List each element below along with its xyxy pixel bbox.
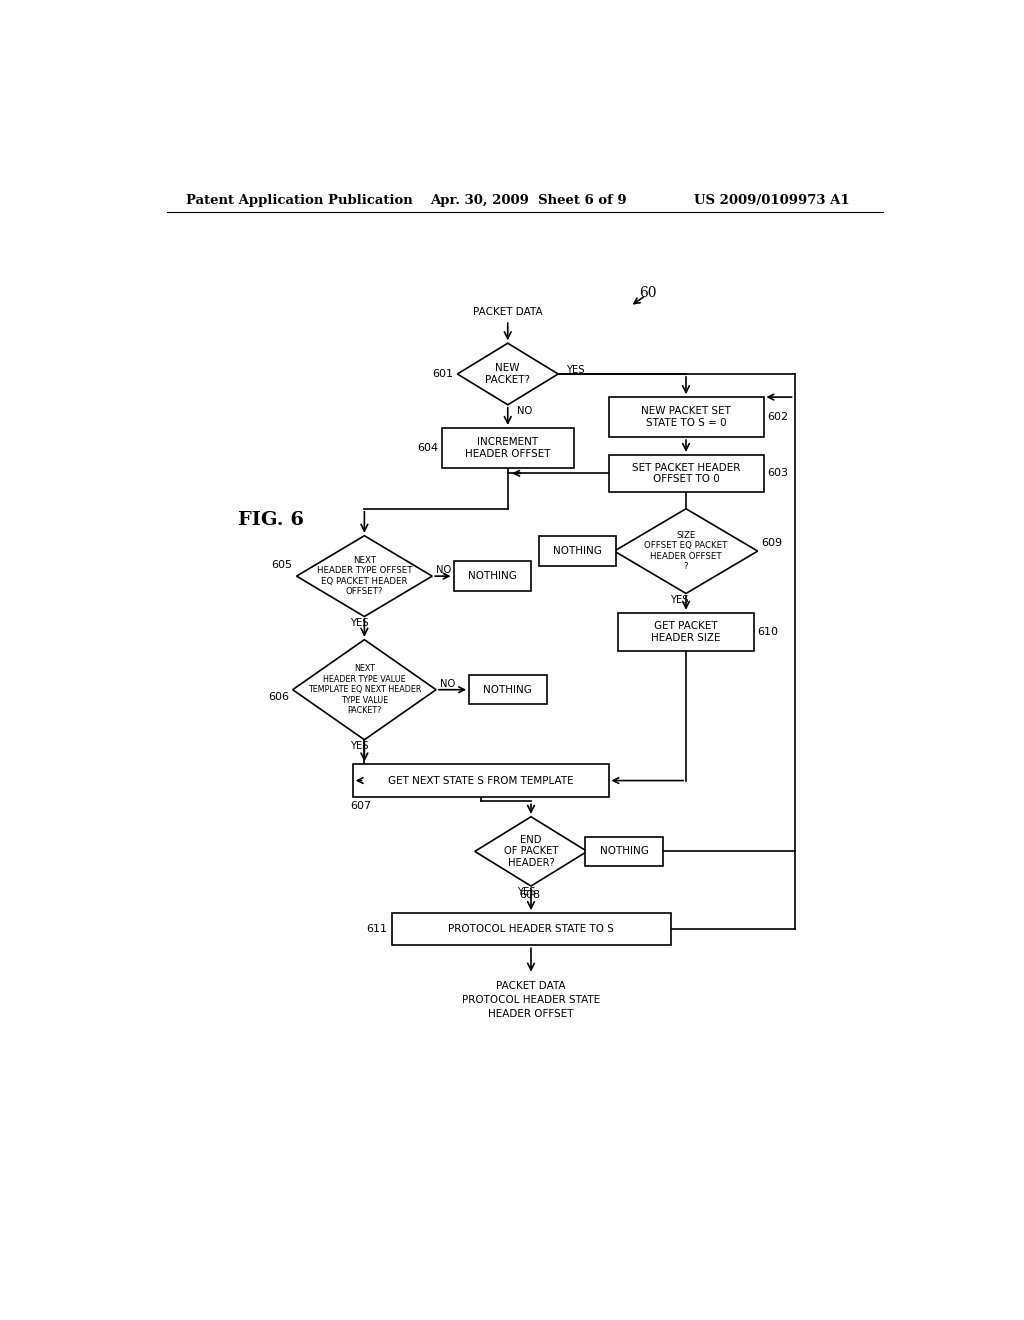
Text: NO: NO <box>440 678 456 689</box>
Text: 603: 603 <box>767 469 788 478</box>
Text: PROTOCOL HEADER STATE: PROTOCOL HEADER STATE <box>462 995 600 1005</box>
Polygon shape <box>297 536 432 616</box>
Text: 611: 611 <box>367 924 388 935</box>
Bar <box>608 455 764 492</box>
Text: PROTOCOL HEADER STATE TO S: PROTOCOL HEADER STATE TO S <box>449 924 614 935</box>
Bar <box>454 561 531 591</box>
Polygon shape <box>475 817 587 886</box>
Text: YES: YES <box>517 887 536 898</box>
Text: 60: 60 <box>640 286 657 300</box>
Bar <box>469 675 547 705</box>
Text: NEXT
HEADER TYPE OFFSET
EQ PACKET HEADER
OFFSET?: NEXT HEADER TYPE OFFSET EQ PACKET HEADER… <box>316 556 412 597</box>
Bar <box>586 837 663 866</box>
Text: FIG. 6: FIG. 6 <box>239 511 304 529</box>
Bar <box>352 764 608 797</box>
Polygon shape <box>614 508 758 594</box>
Text: 602: 602 <box>767 412 788 422</box>
Bar <box>391 913 671 945</box>
Text: END
OF PACKET
HEADER?: END OF PACKET HEADER? <box>504 834 558 869</box>
Text: YES: YES <box>566 366 585 375</box>
Bar <box>608 397 764 437</box>
Text: 608: 608 <box>519 890 541 900</box>
Polygon shape <box>293 640 436 739</box>
Text: US 2009/0109973 A1: US 2009/0109973 A1 <box>693 194 849 207</box>
Text: NEXT
HEADER TYPE VALUE
TEMPLATE EQ NEXT HEADER
TYPE VALUE
PACKET?: NEXT HEADER TYPE VALUE TEMPLATE EQ NEXT … <box>307 664 421 715</box>
Text: Patent Application Publication: Patent Application Publication <box>186 194 413 207</box>
Text: NEW
PACKET?: NEW PACKET? <box>485 363 530 385</box>
Text: NOTHING: NOTHING <box>468 572 517 581</box>
Text: NOTHING: NOTHING <box>483 685 532 694</box>
Text: 601: 601 <box>432 370 454 379</box>
Text: GET PACKET
HEADER SIZE: GET PACKET HEADER SIZE <box>651 622 721 643</box>
Text: Apr. 30, 2009  Sheet 6 of 9: Apr. 30, 2009 Sheet 6 of 9 <box>430 194 627 207</box>
Text: NEW PACKET SET
STATE TO S = 0: NEW PACKET SET STATE TO S = 0 <box>641 407 731 428</box>
Text: SIZE
OFFSET EQ PACKET
HEADER OFFSET
?: SIZE OFFSET EQ PACKET HEADER OFFSET ? <box>644 531 728 572</box>
Bar <box>539 536 616 566</box>
Text: INCREMENT
HEADER OFFSET: INCREMENT HEADER OFFSET <box>465 437 551 459</box>
Text: YES: YES <box>671 594 689 605</box>
Text: NO: NO <box>591 841 606 850</box>
Text: NO: NO <box>595 540 610 550</box>
Text: NOTHING: NOTHING <box>553 546 602 556</box>
Polygon shape <box>458 343 558 405</box>
Text: NOTHING: NOTHING <box>600 846 648 857</box>
Text: PACKET DATA: PACKET DATA <box>497 981 566 991</box>
Text: HEADER OFFSET: HEADER OFFSET <box>488 1008 573 1019</box>
Text: PACKET DATA: PACKET DATA <box>473 308 543 317</box>
Text: 604: 604 <box>417 444 438 453</box>
Text: YES: YES <box>350 741 369 751</box>
Text: YES: YES <box>350 618 369 628</box>
Text: NO: NO <box>436 565 452 576</box>
Text: GET NEXT STATE S FROM TEMPLATE: GET NEXT STATE S FROM TEMPLATE <box>388 776 573 785</box>
Text: 607: 607 <box>350 801 372 810</box>
Text: 605: 605 <box>271 560 293 569</box>
Text: SET PACKET HEADER
OFFSET TO 0: SET PACKET HEADER OFFSET TO 0 <box>632 462 740 484</box>
Bar <box>442 428 573 469</box>
Text: NO: NO <box>517 407 532 416</box>
Text: 606: 606 <box>268 693 289 702</box>
Text: 609: 609 <box>762 539 782 548</box>
Text: 610: 610 <box>758 627 778 638</box>
Bar <box>618 612 754 651</box>
